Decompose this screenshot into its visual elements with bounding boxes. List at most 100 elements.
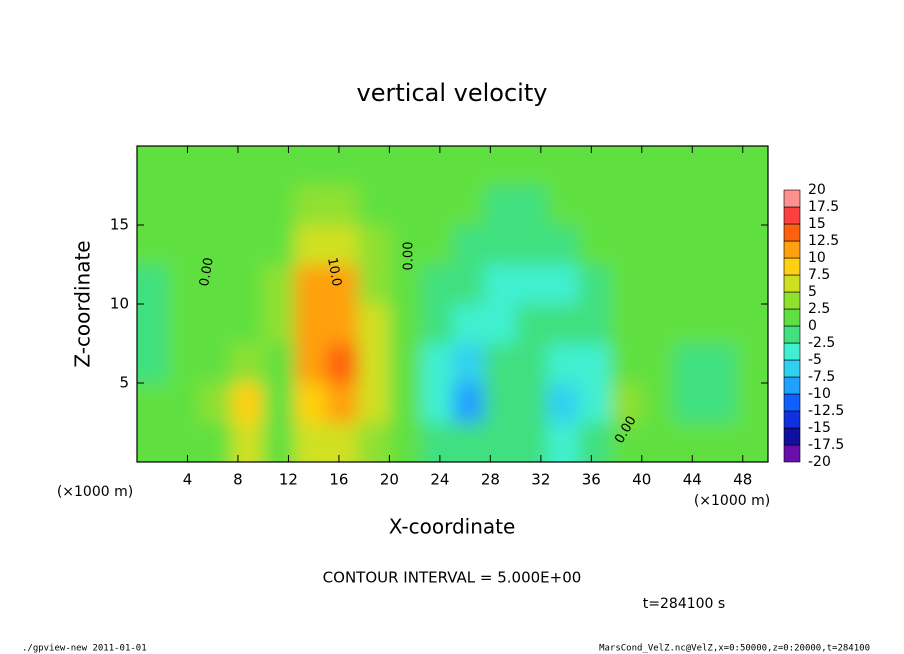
cell (294, 343, 327, 384)
cell (484, 383, 517, 423)
cell (263, 185, 296, 226)
chart-title: vertical velocity (357, 79, 548, 107)
cell (137, 225, 170, 265)
cell (578, 264, 611, 305)
cell (263, 264, 296, 305)
cell (389, 185, 422, 226)
cell (484, 304, 517, 344)
cell (641, 185, 674, 226)
cell (168, 383, 201, 423)
cell (547, 146, 580, 186)
cell (294, 146, 327, 186)
cell (736, 383, 768, 423)
cell (200, 146, 233, 186)
cell (263, 343, 296, 384)
cell (420, 264, 453, 305)
cell (294, 422, 327, 462)
cell (357, 185, 390, 226)
cell (294, 383, 327, 423)
cell (610, 185, 643, 226)
cell (578, 383, 611, 423)
cell (515, 422, 548, 462)
colorbar-box (783, 274, 801, 293)
colorbar-box (783, 240, 801, 259)
colorbar-box (783, 325, 801, 344)
cell (673, 304, 706, 344)
colorbar-box (783, 427, 801, 446)
colorbar-label: -5 (808, 352, 822, 368)
contour-label: 10.0 (324, 256, 344, 287)
cell (704, 304, 737, 344)
cell (168, 343, 201, 384)
cell (168, 264, 201, 305)
cell (200, 264, 233, 305)
cell (484, 343, 517, 384)
cell (357, 146, 390, 186)
cell (389, 225, 422, 265)
footer-right: MarsCond_VelZ.nc@VelZ,x=0:50000,z=0:2000… (599, 644, 870, 654)
cell (231, 383, 264, 423)
cell (420, 225, 453, 265)
cell (673, 225, 706, 265)
cell (200, 383, 233, 423)
x-tick-label: 48 (733, 471, 752, 489)
cell (168, 422, 201, 462)
colorbar-label: 2.5 (808, 301, 830, 317)
cell (263, 225, 296, 265)
cell (610, 304, 643, 344)
y-tick-label: 15 (110, 216, 129, 234)
cell (231, 304, 264, 344)
colorbar-label: 20 (808, 182, 826, 198)
cell (641, 304, 674, 344)
cell (294, 185, 327, 226)
cell (515, 225, 548, 265)
cell (420, 146, 453, 186)
cell (231, 422, 264, 462)
cell (200, 185, 233, 226)
cell (736, 146, 768, 186)
cell (294, 304, 327, 344)
cell (736, 422, 768, 462)
cell (578, 185, 611, 226)
cell (736, 225, 768, 265)
cell (610, 343, 643, 384)
cell (200, 225, 233, 265)
cell (484, 422, 517, 462)
cell (326, 422, 359, 462)
cell (200, 422, 233, 462)
cell (547, 225, 580, 265)
colorbar-label: 0 (808, 318, 817, 334)
cell (389, 343, 422, 384)
colorbar-box (783, 206, 801, 225)
cell (326, 383, 359, 423)
cell (137, 264, 170, 305)
colorbar-label: 7.5 (808, 267, 830, 283)
cell (231, 264, 264, 305)
cell (641, 146, 674, 186)
cell (168, 146, 201, 186)
cell (357, 225, 390, 265)
cell (484, 146, 517, 186)
colorbar-box (783, 342, 801, 361)
colorbar-label: -15 (808, 420, 831, 436)
cell (736, 343, 768, 384)
cell (704, 343, 737, 384)
cell (263, 383, 296, 423)
contour-label: 0.00 (197, 256, 217, 287)
cell (673, 264, 706, 305)
x-tick-label: 44 (683, 471, 702, 489)
colorbar-box (783, 223, 801, 242)
x-tick-label: 8 (233, 471, 243, 489)
cell (420, 422, 453, 462)
cell (168, 225, 201, 265)
cell (515, 383, 548, 423)
cell (641, 422, 674, 462)
cell (641, 343, 674, 384)
colorbar-box (783, 359, 801, 378)
colorbar-label: 15 (808, 216, 826, 232)
cell (263, 422, 296, 462)
cell (231, 146, 264, 186)
cell (389, 304, 422, 344)
colorbar-label: 10 (808, 250, 826, 266)
